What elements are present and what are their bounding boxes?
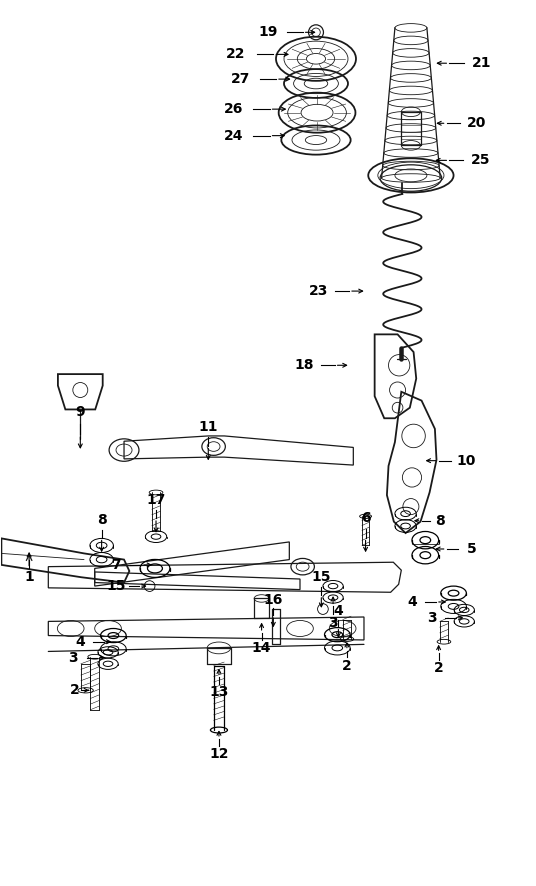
Text: 22: 22 (226, 47, 246, 61)
Text: 26: 26 (224, 102, 243, 116)
Text: 2: 2 (342, 658, 352, 672)
Text: 4: 4 (407, 595, 417, 609)
Text: 24: 24 (224, 128, 243, 143)
Text: 27: 27 (230, 72, 250, 86)
Text: 20: 20 (467, 116, 487, 130)
Text: 12: 12 (209, 747, 229, 761)
Text: 11: 11 (198, 420, 218, 434)
Text: 4: 4 (76, 634, 85, 649)
Text: 6: 6 (361, 511, 370, 525)
Text: 17: 17 (146, 494, 166, 508)
Text: 3: 3 (427, 610, 437, 625)
Text: 14: 14 (252, 641, 271, 655)
Text: 3: 3 (69, 650, 78, 664)
Text: 23: 23 (309, 284, 329, 298)
Text: 16: 16 (264, 594, 283, 607)
Text: 1: 1 (24, 571, 34, 584)
Text: 15: 15 (106, 579, 126, 593)
Text: 8: 8 (97, 513, 107, 527)
Text: 10: 10 (457, 454, 476, 468)
Text: 8: 8 (435, 514, 444, 528)
Text: 21: 21 (472, 56, 491, 70)
Text: 5: 5 (467, 542, 477, 556)
Text: 19: 19 (258, 26, 278, 39)
Text: 13: 13 (209, 685, 229, 699)
Text: 7: 7 (111, 558, 121, 571)
Text: 15: 15 (311, 571, 331, 584)
Text: 25: 25 (471, 153, 490, 167)
Text: 4: 4 (333, 604, 343, 618)
Text: 2: 2 (70, 683, 80, 697)
Text: 2: 2 (434, 661, 443, 675)
Text: 3: 3 (328, 616, 338, 630)
Text: 9: 9 (76, 405, 85, 419)
Text: 18: 18 (294, 358, 314, 372)
